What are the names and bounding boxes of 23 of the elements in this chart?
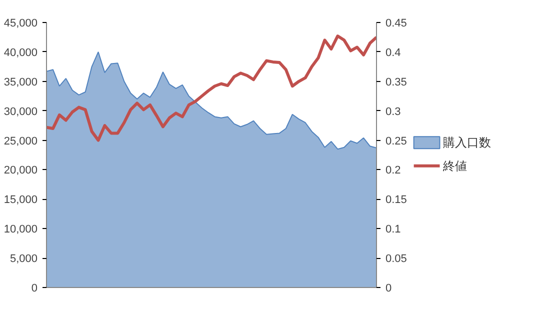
- y2-tick-label: 0.4: [386, 46, 401, 59]
- y-tick-label: 30,000: [4, 106, 38, 118]
- y2-tick-label: 0.25: [386, 135, 407, 148]
- y2-tick-label: 0.05: [386, 253, 407, 266]
- y-tick-label: 25,000: [4, 135, 38, 148]
- y-tick-label: 45,000: [4, 18, 38, 30]
- y-tick-label: 20,000: [4, 164, 38, 177]
- y-tick-label: 40,000: [4, 46, 38, 59]
- legend-label: 購入口数: [442, 136, 491, 150]
- y2-tick-label: 0.3: [386, 106, 401, 118]
- legend-label: 終値: [442, 158, 467, 173]
- line-series: [46, 34, 376, 142]
- y2-tick-label: 0.45: [386, 18, 407, 30]
- y-tick-label: 10,000: [4, 224, 38, 236]
- y2-tick-label: 0.35: [386, 76, 407, 88]
- y-tick-label: 0: [31, 282, 38, 294]
- y-tick-label: 15,000: [4, 194, 38, 206]
- y-tick-label: 5,000: [10, 253, 38, 266]
- y-tick-label: 35,000: [4, 76, 38, 88]
- y2-tick-label: 0.2: [386, 164, 401, 177]
- y2-tick-label: 0.1: [386, 224, 401, 236]
- y2-tick-label: 0.15: [386, 194, 407, 206]
- y2-tick-label: 0: [386, 282, 392, 294]
